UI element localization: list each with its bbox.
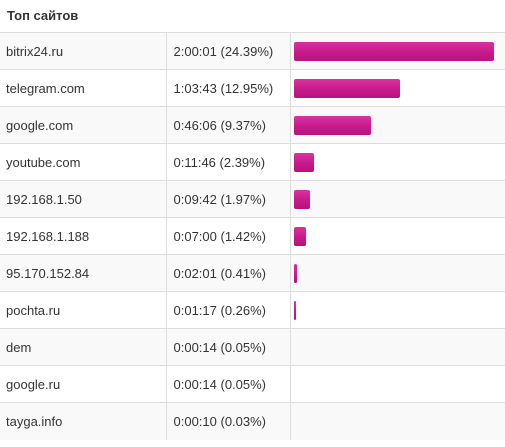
site-time: 0:00:14 (0.05%) [166, 365, 291, 403]
table-row: telegram.com 1:03:43 (12.95%) [0, 69, 505, 107]
site-name: 95.170.152.84 [0, 254, 167, 292]
top-sites-rows: bitrix24.ru 2:00:01 (24.39%) telegram.com 1… [0, 32, 505, 440]
usage-bar [293, 300, 296, 320]
usage-bar-cell [290, 402, 505, 440]
site-time: 0:00:10 (0.03%) [166, 402, 291, 440]
usage-bar [293, 41, 494, 61]
usage-bar-cell [290, 32, 505, 70]
usage-bar-track [293, 300, 494, 320]
usage-bar-cell [290, 69, 505, 107]
usage-bar-track [293, 189, 494, 209]
site-time: 0:01:17 (0.26%) [166, 291, 291, 329]
usage-bar-cell [290, 180, 505, 218]
usage-bar-cell [290, 328, 505, 366]
usage-bar [293, 152, 314, 172]
usage-bar-track [293, 78, 494, 98]
site-time: 0:11:46 (2.39%) [166, 143, 291, 181]
usage-bar [293, 263, 297, 283]
site-time: 0:09:42 (1.97%) [166, 180, 291, 218]
site-time: 0:02:01 (0.41%) [166, 254, 291, 292]
usage-bar-track [294, 338, 494, 357]
table-row: bitrix24.ru 2:00:01 (24.39%) [0, 32, 505, 70]
usage-bar-cell [290, 217, 505, 255]
site-name: dem [0, 328, 167, 366]
usage-bar-cell [290, 106, 505, 144]
usage-bar-cell [290, 365, 505, 403]
table-row: google.com 0:46:06 (9.37%) [0, 106, 505, 144]
top-sites-table: bitrix24.ru 2:00:01 (24.39%) telegram.com 1… [0, 32, 505, 440]
table-row: 95.170.152.84 0:02:01 (0.41%) [0, 254, 505, 292]
usage-bar-track [293, 226, 494, 246]
site-time: 0:07:00 (1.42%) [166, 217, 291, 255]
site-name: pochta.ru [0, 291, 167, 329]
site-time: 0:00:14 (0.05%) [166, 328, 291, 366]
usage-bar-track [293, 115, 494, 135]
usage-bar-track [293, 263, 494, 283]
usage-bar-cell [290, 291, 505, 329]
site-time: 2:00:01 (24.39%) [166, 32, 291, 70]
site-name: bitrix24.ru [0, 32, 167, 70]
site-name: telegram.com [0, 69, 167, 107]
usage-bar [293, 115, 371, 135]
site-name: tayga.info [0, 402, 167, 440]
usage-bar [293, 189, 310, 209]
table-row: 192.168.1.188 0:07:00 (1.42%) [0, 217, 505, 255]
site-time: 1:03:43 (12.95%) [166, 69, 291, 107]
usage-bar-track [294, 412, 494, 431]
usage-bar-cell [290, 143, 505, 181]
table-row: youtube.com 0:11:46 (2.39%) [0, 143, 505, 181]
site-time: 0:46:06 (9.37%) [166, 106, 291, 144]
table-row: dem 0:00:14 (0.05%) [0, 328, 505, 366]
table-row: tayga.info 0:00:10 (0.03%) [0, 402, 505, 440]
site-name: google.ru [0, 365, 167, 403]
table-row: pochta.ru 0:01:17 (0.26%) [0, 291, 505, 329]
table-row: 192.168.1.50 0:09:42 (1.97%) [0, 180, 505, 218]
usage-bar-cell [290, 254, 505, 292]
table-row: google.ru 0:00:14 (0.05%) [0, 365, 505, 403]
widget-title: Топ сайтов [7, 8, 79, 23]
usage-bar-track [293, 41, 494, 61]
usage-bar-track [293, 152, 494, 172]
usage-bar [293, 78, 400, 98]
site-name: youtube.com [0, 143, 167, 181]
site-name: 192.168.1.50 [0, 180, 167, 218]
usage-bar-track [294, 375, 494, 394]
usage-bar [293, 226, 306, 246]
site-name: 192.168.1.188 [0, 217, 167, 255]
site-name: google.com [0, 106, 167, 144]
